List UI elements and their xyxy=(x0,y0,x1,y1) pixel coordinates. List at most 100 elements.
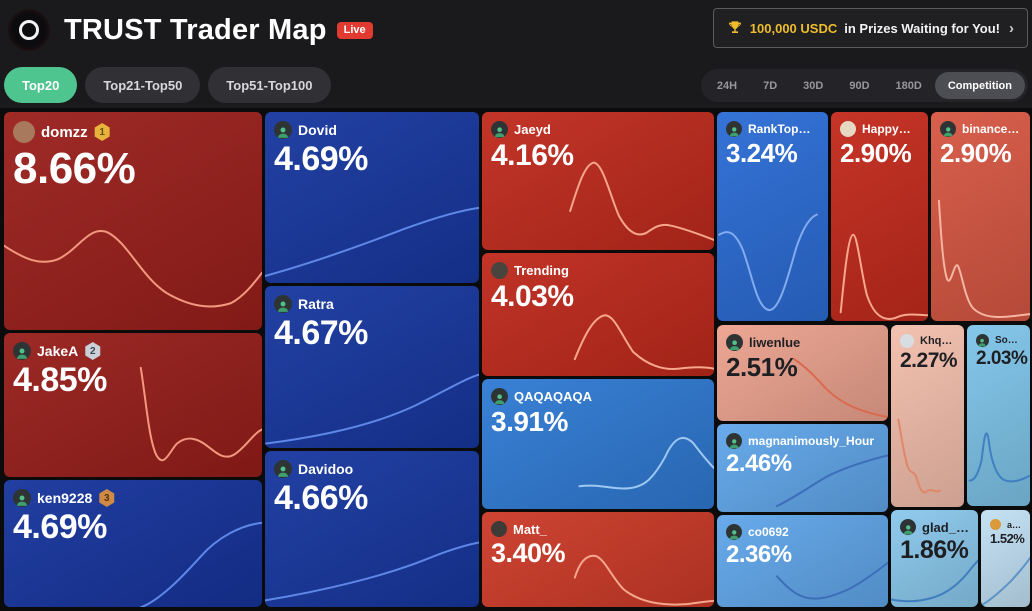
trader-tile[interactable]: JakeA 2 4.85% xyxy=(4,333,262,477)
trader-name: domzz xyxy=(41,123,88,141)
sparkline-chart xyxy=(717,449,888,512)
trader-return: 1.52% xyxy=(990,531,1025,546)
trader-tile[interactable]: magnanimously_Hour 2.46% xyxy=(717,424,888,512)
sparkline-chart xyxy=(4,365,262,477)
filter-7d[interactable]: 7D xyxy=(763,79,778,92)
trader-name: Khqng_t... xyxy=(920,335,955,347)
trader-tile[interactable]: glad_Quest1.86% xyxy=(891,510,978,607)
avatar xyxy=(491,262,508,279)
sparkline-chart xyxy=(265,359,479,448)
trader-tile[interactable]: ken9228 3 4.69% xyxy=(4,480,262,607)
trader-tile[interactable]: Davidoo 4.66% xyxy=(265,451,479,607)
trader-name: liwenlue xyxy=(749,335,801,350)
avatar xyxy=(900,334,914,348)
tab-top51-top100[interactable]: Top51-Top100 xyxy=(208,67,331,103)
person-avatar-icon xyxy=(726,524,742,540)
trader-return: 3.40% xyxy=(491,538,566,568)
tab-top20[interactable]: Top20 xyxy=(4,67,78,103)
trader-tile[interactable]: co0692 2.36% xyxy=(717,515,888,607)
trader-return: 2.90% xyxy=(840,138,912,168)
trader-tile[interactable]: liwenlue 2.51% xyxy=(717,325,888,421)
rank-badge: 2 xyxy=(85,342,101,360)
sparkline-chart xyxy=(891,401,964,507)
sparkline-chart xyxy=(967,406,1030,506)
trader-name: HappyDog xyxy=(862,122,919,136)
filter-competition[interactable]: Competition xyxy=(934,72,1025,99)
person-avatar-icon xyxy=(726,121,742,137)
trader-name: Dovid xyxy=(298,122,337,138)
trader-name: binancera... xyxy=(962,122,1021,136)
person-avatar-icon xyxy=(900,519,916,535)
sparkline-chart xyxy=(717,206,828,321)
trader-tile[interactable]: Ratra 4.67% xyxy=(265,286,479,448)
trader-name: glad_Quest xyxy=(922,519,969,535)
trophy-icon xyxy=(728,21,741,33)
trader-return: 4.03% xyxy=(491,280,574,313)
time-filters: 24H 7D 30D 90D 180D Competition xyxy=(700,69,1028,102)
trader-tile[interactable]: appr...1.52% xyxy=(981,510,1030,607)
filter-90d[interactable]: 90D xyxy=(849,79,870,92)
person-avatar-icon xyxy=(726,334,743,351)
trader-return: 2.90% xyxy=(940,138,1012,168)
sparkline-chart xyxy=(981,551,1030,607)
sparkline-chart xyxy=(265,189,479,283)
trader-return: 3.24% xyxy=(726,138,798,168)
person-avatar-icon xyxy=(274,121,292,139)
rank-tabs: Top20 Top21-Top50 Top51-Top100 xyxy=(4,67,331,103)
trader-return: 4.69% xyxy=(13,508,107,546)
trader-name: Trending xyxy=(514,263,569,278)
app-logo xyxy=(8,9,50,51)
person-avatar-icon xyxy=(940,121,956,137)
filter-180d[interactable]: 180D xyxy=(895,79,922,92)
trader-return: 3.91% xyxy=(491,406,568,437)
sparkline-chart xyxy=(891,554,978,607)
tab-top21-top50[interactable]: Top21-Top50 xyxy=(85,67,201,103)
trader-name: Sophia... xyxy=(995,335,1021,346)
trader-return: 2.46% xyxy=(726,450,792,477)
trader-return: 4.66% xyxy=(274,479,368,517)
trader-tile[interactable]: Sophia... 2.03% xyxy=(967,325,1030,506)
trader-name: ken9228 xyxy=(37,490,93,506)
trader-treemap: domzz 1 8.66% JakeA 2 4.85% ken9228 3 4.69% Dovid… xyxy=(0,108,1032,611)
filter-30d[interactable]: 30D xyxy=(803,79,824,92)
person-avatar-icon xyxy=(13,342,31,360)
trader-tile[interactable]: Dovid 4.69% xyxy=(265,112,479,283)
trader-tile[interactable]: Khqng_t... 2.27% xyxy=(891,325,964,507)
sparkline-chart xyxy=(482,153,714,250)
prize-amount: 100,000 USDC xyxy=(749,20,838,36)
person-avatar-icon xyxy=(274,295,292,313)
sparkline-chart xyxy=(482,541,714,608)
rank-badge: 3 xyxy=(99,489,115,507)
person-avatar-icon xyxy=(491,121,508,138)
sparkline-chart xyxy=(931,191,1030,321)
trader-tile[interactable]: Trending 4.03% xyxy=(482,253,714,376)
avatar xyxy=(13,121,35,143)
trader-tile[interactable]: QAQAQAQA 3.91% xyxy=(482,379,714,509)
sparkline-chart xyxy=(4,516,262,607)
avatar xyxy=(990,519,1001,530)
person-avatar-icon xyxy=(13,489,31,507)
trader-name: JakeA xyxy=(37,343,79,359)
trader-tile[interactable]: RankTopOne 3.24% xyxy=(717,112,828,321)
sparkline-chart xyxy=(482,300,714,376)
trader-tile[interactable]: Jaeyd 4.16% xyxy=(482,112,714,250)
trader-return: 4.85% xyxy=(13,361,107,399)
trader-return: 2.36% xyxy=(726,541,792,568)
person-avatar-icon xyxy=(976,334,989,347)
trader-return: 2.27% xyxy=(900,349,958,372)
trader-return: 1.86% xyxy=(900,536,969,564)
prize-banner[interactable]: 100,000 USDC in Prizes Waiting for You! … xyxy=(712,8,1028,48)
trader-name: appr... xyxy=(1007,519,1021,530)
chevron-right-icon: › xyxy=(1009,19,1014,37)
filter-24h[interactable]: 24H xyxy=(716,79,738,92)
trader-return: 8.66% xyxy=(13,144,136,193)
trader-name: Jaeyd xyxy=(514,122,551,137)
trader-tile[interactable]: domzz 1 8.66% xyxy=(4,112,262,330)
trader-tile[interactable]: Matt_ 3.40% xyxy=(482,512,714,607)
trader-return: 4.67% xyxy=(274,314,368,352)
sparkline-chart xyxy=(482,418,714,509)
trader-tile[interactable]: HappyDog 2.90% xyxy=(831,112,928,321)
person-avatar-icon xyxy=(726,433,742,449)
trader-tile[interactable]: binancera... 2.90% xyxy=(931,112,1030,321)
avatar xyxy=(840,121,856,137)
